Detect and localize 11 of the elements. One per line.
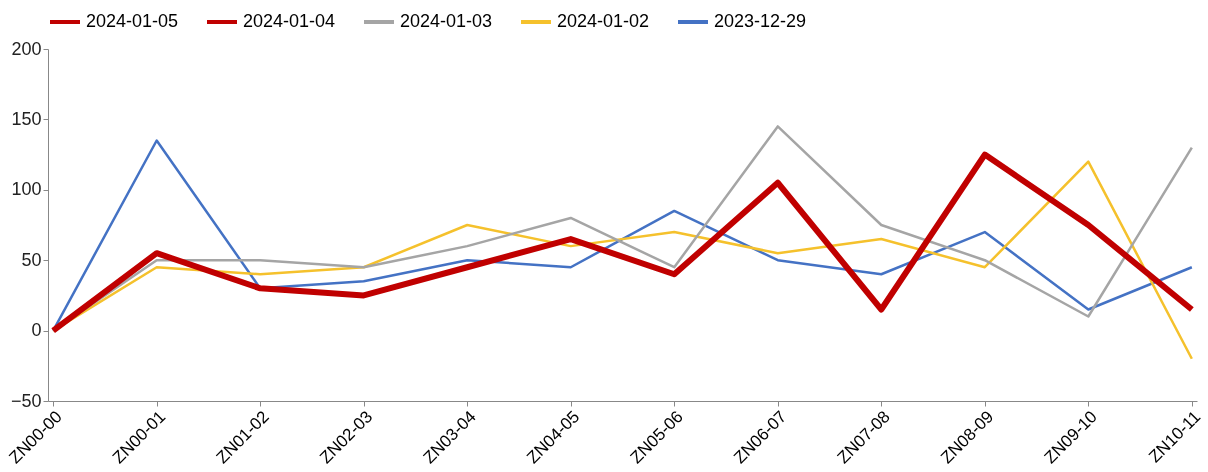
y-tick-label: 200	[11, 38, 42, 59]
y-tick-label: 0	[31, 320, 42, 341]
legend-label: 2023-12-29	[714, 11, 807, 31]
legend-label: 2024-01-03	[400, 11, 493, 31]
legend-label: 2024-01-02	[557, 11, 650, 31]
y-tick-label: 150	[11, 108, 42, 129]
legend-label: 2024-01-05	[86, 11, 179, 31]
y-tick-label: 100	[11, 179, 42, 200]
legend-label: 2024-01-04	[243, 11, 336, 31]
y-tick-label: 50	[21, 249, 42, 270]
y-tick-label: −50	[10, 390, 42, 411]
